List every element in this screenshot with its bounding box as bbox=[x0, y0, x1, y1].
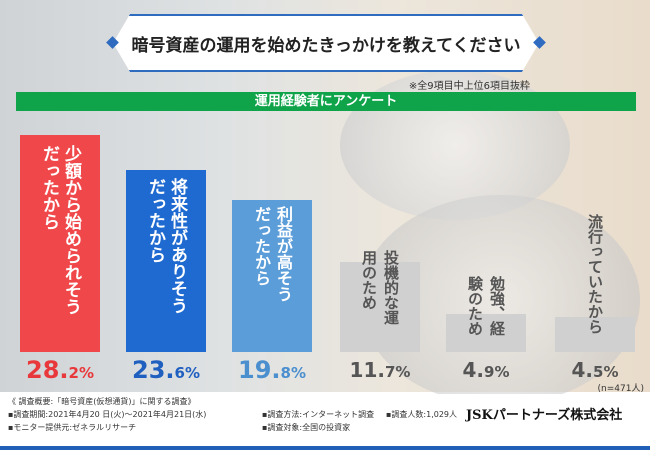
survey-summary: 《 調査概要:「暗号資産(仮想通貨)」に関する調査》 bbox=[8, 397, 196, 406]
bar-label: 勉強、経験のため bbox=[466, 276, 506, 336]
note: ※全9項目中上位6項目抜粋 bbox=[408, 81, 530, 92]
value-label: 28.2% bbox=[26, 356, 94, 384]
bar-label: 将来性がありそうだったから bbox=[145, 178, 187, 314]
value-label: 11.7% bbox=[349, 358, 411, 382]
company-logo: JSKパートナーズ株式会社 bbox=[466, 408, 623, 423]
bar bbox=[446, 314, 526, 352]
survey-period: ▪調査期間:2021年4月20 日(火)〜2021年4月21日(水) bbox=[8, 410, 207, 419]
survey-count: ▪調査人数:1,029人 bbox=[386, 410, 458, 419]
survey-target: ▪調査対象:全国の投資家 bbox=[262, 423, 351, 432]
survey-provider: ▪モニター提供元:ゼネラルリサーチ bbox=[8, 423, 137, 432]
bar bbox=[232, 199, 312, 352]
value-label: 4.9% bbox=[462, 358, 510, 382]
bar bbox=[555, 317, 635, 352]
bar bbox=[20, 135, 100, 352]
survey-method: ▪調査方法:インターネット調査 bbox=[262, 410, 375, 419]
bar-label: 投機的な運用のため bbox=[360, 250, 400, 325]
value-label: 4.5% bbox=[571, 358, 619, 382]
sample-size: (n=471人) bbox=[597, 384, 644, 394]
bar bbox=[126, 170, 206, 352]
bar-label: 少額から始められそうだったから bbox=[39, 145, 81, 315]
footer: 《 調査概要:「暗号資産(仮想通貨)」に関する調査》 ▪調査期間:2021年4月… bbox=[0, 394, 650, 450]
chart-title: 暗号資産の運用を始めたきっかけを教えてください bbox=[113, 14, 539, 72]
bar bbox=[340, 261, 420, 352]
subtitle-banner: 運用経験者にアンケート bbox=[16, 92, 636, 111]
value-label: 23.6% bbox=[132, 356, 200, 384]
value-label: 19.8% bbox=[238, 356, 306, 384]
bar-label: 流行っていたから bbox=[586, 214, 604, 334]
bar-label: 利益が高そうだったから bbox=[252, 206, 293, 302]
